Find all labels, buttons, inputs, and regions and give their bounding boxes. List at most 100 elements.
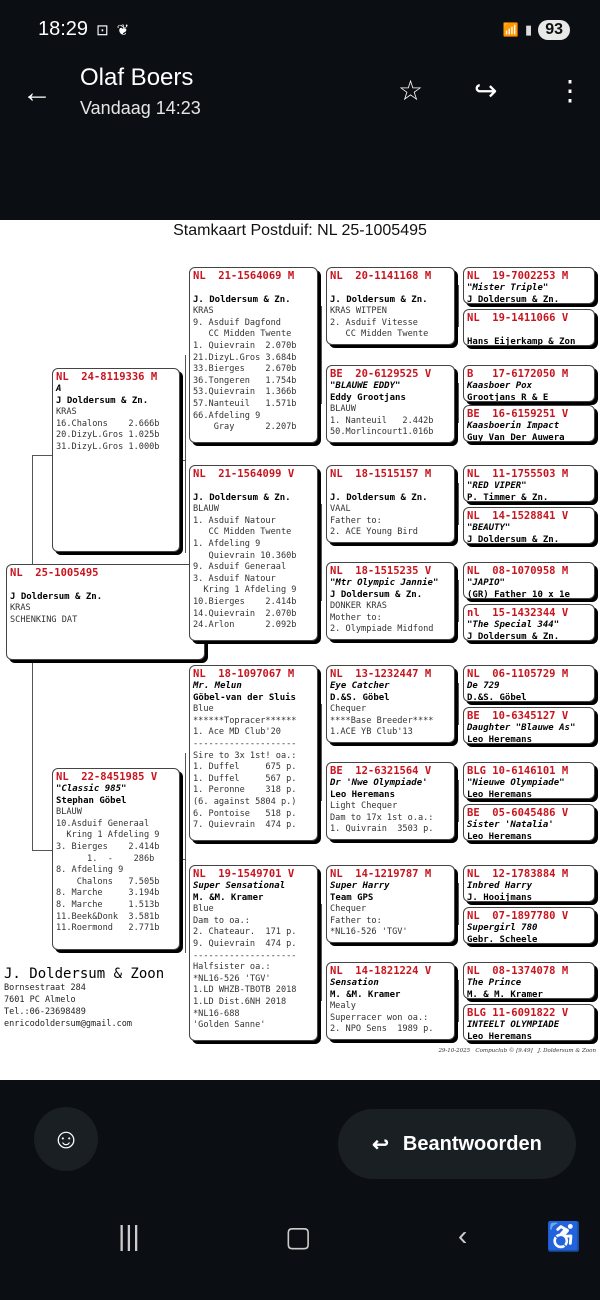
detail-line: 2. Olympiade Midfond: [330, 624, 434, 635]
pigeon-name: Inbred Harry: [467, 881, 533, 891]
detail-line: KRAS: [10, 603, 31, 614]
detail-line: 9. Asduif Dagfond: [193, 317, 281, 328]
pedigree-card: NL 19-7002253 M "Mister Triple" J Doldersu…: [463, 267, 595, 304]
clock: 18:29: [38, 18, 89, 40]
ring-number: NL 19-1549701 V: [193, 868, 295, 880]
owner-name: D.&S. Göbel: [330, 692, 390, 703]
pigeon-name: "Nieuwe Olympiade": [467, 778, 565, 788]
detail-line: Gray 2.207b: [193, 422, 297, 433]
pedigree-card: NL 08-1070958 M "JAPIO" (GR) Father 10 x 1…: [463, 562, 595, 599]
reply-icon: ↩: [372, 1133, 389, 1156]
pigeon-name: "RED VIPER": [467, 481, 527, 491]
detail-line: Kring 1 Afdeling 9: [56, 830, 160, 841]
pedigree-card: NL 12-1783884 M Inbred Harry J. Hooijmans: [463, 865, 595, 902]
pigeon-name: Sensation: [330, 978, 379, 988]
detail-line: 50.Morlincourt1.016b: [330, 427, 434, 438]
accessibility-icon[interactable]: ♿: [546, 1221, 581, 1252]
connector-line: [321, 504, 322, 601]
pigeon-name: Mr. Melun: [193, 681, 242, 691]
connector-line: [458, 483, 459, 525]
ring-number: NL 21-1564069 M: [193, 270, 295, 282]
owner-name: J Doldersum & Zn.: [467, 631, 560, 641]
detail-line: Chalons 7.505b: [56, 876, 160, 887]
detail-line: Quievrain 10.360b: [193, 550, 297, 561]
ring-number: NL 08-1374078 M: [467, 965, 569, 977]
pigeon-name: Supergirl 780: [467, 923, 538, 933]
star-icon[interactable]: ☆: [398, 75, 424, 106]
detail-line: 1. Duffel 567 p.: [193, 773, 297, 784]
detail-line: 10.Bierges 2.414b: [193, 596, 297, 607]
detail-line: BLAUW: [56, 807, 82, 818]
back-icon[interactable]: ‹: [458, 1220, 468, 1251]
owner-name: P. Timmer & Zn.: [467, 492, 549, 502]
ring-number: NL 14-1528841 V: [467, 510, 569, 522]
owner-name: J Doldersum & Zn.: [56, 395, 149, 406]
pigeon-name: Kaasboerin Impact: [467, 421, 560, 431]
connector-line: [458, 683, 459, 725]
connector-line: [321, 306, 322, 404]
detail-line: CC Midden Twente: [193, 329, 292, 340]
owner-name: M. & M. Kramer: [467, 989, 543, 999]
detail-line: --------------------: [193, 738, 297, 749]
add-emoji-button[interactable]: ☺: [34, 1107, 98, 1171]
connector-line: [455, 904, 459, 905]
detail-line: Light Chequer: [330, 801, 398, 812]
connector-line: [455, 601, 459, 602]
back-arrow-icon[interactable]: ←: [22, 76, 52, 109]
owner-name: Guy Van Der Auwera: [467, 432, 565, 442]
owner-name: Leo Heremans: [467, 831, 533, 841]
wifi-icon: 📶: [502, 22, 520, 37]
pigeon-name: De 729: [467, 681, 500, 691]
detail-line: Mealy: [330, 1001, 356, 1012]
pigeon-name: "The Special 344": [467, 620, 560, 630]
detail-line: *NL16-688: [193, 1008, 240, 1019]
pedigree-title: Stamkaart Postduif: NL 25-1005495: [173, 222, 427, 239]
connector-line: [318, 953, 322, 954]
ring-number: NL 18-1515235 V: [330, 565, 432, 577]
detail-line: (6. against 5804 p.): [193, 796, 297, 807]
bottom-bar: ☺ ↩ Beantwoorden ||| ▢ ‹ ♿: [0, 1080, 600, 1300]
signal-icon: ▮: [525, 22, 533, 37]
forward-icon[interactable]: ↪: [474, 75, 498, 106]
detail-line: SCHENKING DAT: [10, 614, 78, 625]
detail-line: 2. NPO Sens 1989 p.: [330, 1024, 434, 1035]
pedigree-card: NL 18-1515157 M J. Doldersum & Zn. VAAL Fa…: [326, 465, 455, 543]
detail-line: 8. Afdeling 9: [56, 865, 124, 876]
detail-line: 2. Chateaur. 171 p.: [193, 927, 297, 938]
ring-number: NL 13-1232447 M: [330, 668, 432, 680]
detail-line: 7. Quievrain 474 p.: [193, 820, 297, 831]
detail-line: 1.ACE YB Club'13: [330, 727, 413, 738]
battery-indicator: 93: [538, 20, 570, 40]
pedigree-card: NL 11-1755503 M "RED VIPER" P. Timmer & Zn…: [463, 465, 595, 502]
screenshot-icon: ⊡: [96, 21, 109, 39]
ring-number: BE 10-6345127 V: [467, 710, 569, 722]
owner-name: Gebr. Scheele: [467, 934, 538, 944]
pedigree-image[interactable]: Stamkaart Postduif: NL 25-1005495 J. Dol…: [0, 220, 600, 1080]
owner-name: J Doldersum & Zn.: [10, 591, 103, 602]
ring-number: NL 19-1411066 V: [467, 312, 569, 324]
pigeon-name: Eye Catcher: [330, 681, 390, 691]
detail-line: 31.DizyL.Gros 1.000b: [56, 441, 160, 452]
reply-button[interactable]: ↩ Beantwoorden: [338, 1109, 576, 1179]
pedigree-card: BE 12-6321564 V Dr 'Nwe Olympiade' Leo Her…: [326, 762, 455, 840]
detail-line: 1. Asduif Natour: [193, 515, 276, 526]
connector-line: [458, 580, 459, 622]
pedigree-card: NL 08-1374078 M The Prince M. & M. Kramer: [463, 962, 595, 999]
detail-line: 57.Nanteuil 1.571b: [193, 398, 297, 409]
connector-line: [318, 553, 322, 554]
connector-line: [32, 850, 52, 851]
owner-name: J Doldersum & Zn.: [330, 589, 423, 600]
ring-number: NL 14-1821224 V: [330, 965, 432, 977]
footer-credit: 29-10-2025 Compuclub © [9.49] J. Dolders…: [438, 1048, 596, 1054]
ring-number: NL 07-1897780 V: [467, 910, 569, 922]
pedigree-card: NL 14-1528841 V "BEAUTY" J Doldersum & Zn.: [463, 507, 595, 544]
owner-name: J. Doldersum & Zn.: [193, 294, 291, 305]
detail-line: 1. Quivrain 3503 p.: [330, 824, 434, 835]
recents-icon[interactable]: |||: [118, 1220, 140, 1251]
detail-line: *NL16-526 'TGV': [193, 973, 271, 984]
home-icon[interactable]: ▢: [285, 1221, 312, 1252]
pigeon-name: "Classic 985": [56, 784, 127, 794]
more-vert-icon[interactable]: ⋮: [556, 75, 584, 106]
pigeon-name: [193, 283, 314, 295]
detail-line: 8. Marche 3.194b: [56, 888, 160, 899]
